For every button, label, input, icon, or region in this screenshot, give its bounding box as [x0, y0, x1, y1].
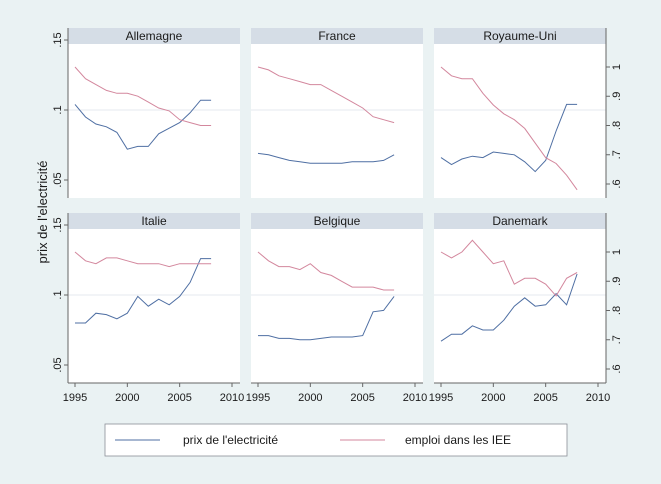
x-tick-label: 2005	[167, 392, 191, 404]
panel-plot-area	[68, 229, 240, 383]
series-line-emploi	[440, 239, 578, 297]
legend-label-prix: prix de l'electricité	[183, 433, 278, 447]
panel-allemagne: Allemagne	[68, 28, 240, 198]
x-tick-label: 1995	[246, 392, 270, 404]
right-tick-label: .7	[611, 150, 623, 159]
panel-belgique: Belgique	[251, 213, 423, 383]
legend: prix de l'electricité emploi dans les IE…	[104, 423, 568, 457]
panel-france: France	[251, 28, 423, 198]
x-tick-label: 1995	[63, 392, 87, 404]
x-tick-label: 2000	[298, 392, 322, 404]
right-tick-label: .6	[611, 364, 623, 373]
series-line-prix	[74, 99, 212, 150]
panel-italie: Italie	[68, 213, 240, 383]
series-line-prix	[257, 152, 395, 164]
series-line-emploi	[257, 251, 395, 291]
series-line-emploi	[440, 66, 578, 191]
series-line-emploi	[257, 66, 395, 124]
panel-title-bar	[68, 28, 240, 44]
panel-plot-area	[434, 229, 606, 383]
series-line-prix	[258, 296, 395, 341]
panel-title: Danemark	[492, 214, 548, 228]
panel-title: Belgique	[314, 214, 361, 228]
panel-plot-area	[251, 229, 423, 383]
panel-title: France	[318, 29, 356, 43]
panel-plot-area	[68, 44, 240, 198]
panel-title-bar	[68, 213, 240, 229]
left-tick-label: .05	[52, 357, 64, 372]
right-tick-label: .8	[611, 306, 623, 315]
panel-title-bar	[251, 28, 423, 44]
panels-layer: Allemagne France Royaume-Uni Italie Belgique…	[68, 28, 606, 383]
panel-royaume-uni: Royaume-Uni	[434, 28, 606, 198]
legend-label-emploi: emploi dans les IEE	[405, 433, 511, 447]
legend-box	[104, 423, 568, 457]
left-tick-label: .05	[52, 172, 64, 187]
x-tick-label: 1995	[429, 392, 453, 404]
series-line-prix	[440, 103, 578, 173]
series-line-emploi	[74, 251, 212, 268]
right-tick-label: .9	[611, 92, 623, 101]
panel-title-bar	[251, 213, 423, 229]
x-tick-label: 2010	[220, 392, 244, 404]
x-tick-label: 2005	[350, 392, 374, 404]
left-tick-label: .1	[52, 105, 64, 114]
panel-title-bar	[434, 28, 606, 44]
x-tick-label: 2010	[586, 392, 610, 404]
panel-danemark: Danemark	[434, 213, 606, 383]
panel-title: Allemagne	[126, 29, 183, 43]
panel-title-bar	[434, 213, 606, 229]
x-tick-label: 2000	[481, 392, 505, 404]
series-line-emploi	[74, 66, 212, 126]
panel-title: Royaume-Uni	[483, 29, 556, 43]
left-tick-label: .15	[52, 32, 64, 47]
left-tick-label: .1	[52, 290, 64, 299]
right-tick-label: 1	[611, 249, 623, 255]
panel-plot-area	[434, 44, 606, 198]
y-axis-label: prix de l'electricité	[35, 161, 50, 264]
right-tick-label: .7	[611, 335, 623, 344]
right-tick-label: .9	[611, 277, 623, 286]
x-tick-label: 2010	[403, 392, 427, 404]
panel-plot-area	[251, 44, 423, 198]
panel-title: Italie	[141, 214, 167, 228]
series-line-prix	[75, 258, 212, 324]
right-tick-label: .6	[611, 179, 623, 188]
right-tick-label: 1	[611, 64, 623, 70]
series-line-prix	[440, 273, 578, 342]
x-tick-label: 2000	[115, 392, 139, 404]
x-tick-label: 2005	[533, 392, 557, 404]
left-tick-label: .15	[52, 217, 64, 232]
right-tick-label: .8	[611, 121, 623, 130]
